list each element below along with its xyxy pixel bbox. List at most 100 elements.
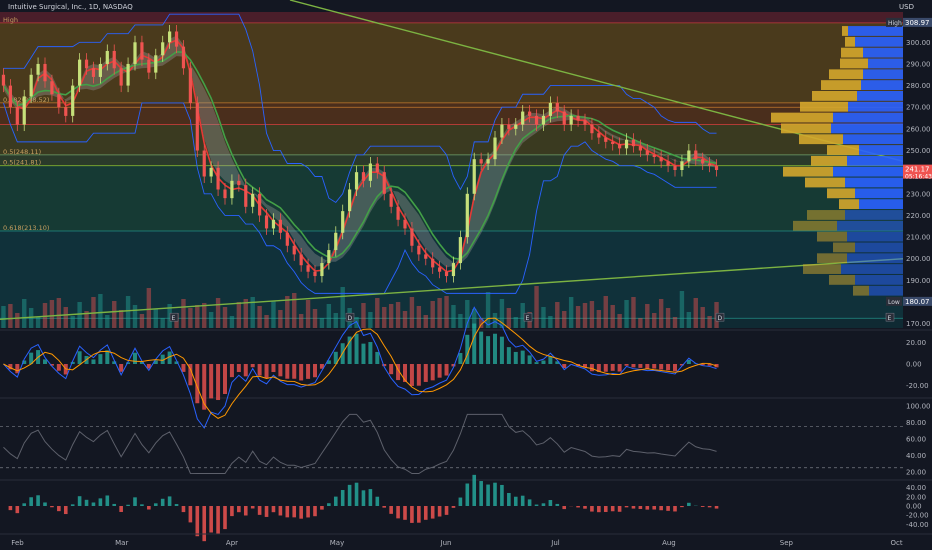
macd-histogram-bar: [22, 360, 27, 364]
candle-body: [611, 141, 615, 145]
macd-histogram-bar: [146, 364, 151, 369]
macd-histogram-bar: [645, 364, 650, 369]
event-marker: [345, 312, 355, 322]
macd-histogram-bar: [126, 362, 131, 364]
volume-bar: [132, 305, 138, 328]
oscillator-bar: [493, 482, 497, 506]
time-tick-label: Aug: [662, 539, 676, 547]
oscillator-bar: [645, 506, 650, 510]
oscillator-bar: [562, 506, 567, 510]
oscillator-bar: [541, 503, 546, 506]
macd-histogram-bar: [292, 364, 297, 379]
volume-profile-sell: [853, 285, 869, 296]
candle-body: [154, 55, 158, 73]
candle-body: [292, 245, 296, 255]
macd-histogram-bar: [610, 364, 615, 371]
oscillator-bar: [160, 498, 165, 506]
volume-profile-sell: [840, 58, 868, 69]
volume-bar: [298, 314, 304, 328]
oscillator-bar: [257, 506, 262, 515]
candle-body: [188, 68, 192, 103]
oscillator-bar: [223, 506, 227, 530]
candle-body: [306, 265, 310, 272]
candle-body: [472, 159, 476, 194]
volume-bar: [146, 288, 152, 328]
price-level-label: 0.618(213.10): [3, 224, 49, 232]
macd-histogram-bar: [91, 359, 96, 364]
candle-body: [597, 133, 601, 138]
candle-body: [500, 124, 504, 138]
event-marker: [523, 312, 533, 322]
macd-histogram-bar: [659, 364, 664, 370]
macd-histogram-bar: [77, 351, 82, 364]
candle-body: [230, 180, 234, 199]
volume-bar: [139, 314, 145, 328]
volume-bar: [402, 311, 408, 328]
event-marker: [715, 312, 725, 322]
candle-body: [334, 232, 338, 251]
macd-histogram-bar: [486, 336, 491, 364]
macd-histogram-bar: [583, 364, 587, 368]
price-label-box: [903, 164, 932, 179]
candle-body: [618, 144, 622, 149]
volume-profile-sell: [817, 231, 847, 242]
candle-body: [98, 63, 102, 77]
macd-histogram-bar: [133, 352, 137, 364]
oscillator-bar: [347, 484, 352, 506]
volume-profile-buy: [855, 274, 903, 285]
volume-bar: [638, 318, 643, 328]
volume-bar: [555, 302, 560, 328]
ma-cloud: [3, 35, 717, 268]
candle-body: [50, 81, 54, 95]
oscillator-bar: [8, 506, 13, 511]
price-label-countdown: 05:16:43: [905, 174, 932, 181]
oscillator-bar: [84, 499, 89, 506]
volume-bar: [451, 305, 456, 328]
macd-histogram-bar: [520, 350, 525, 364]
volume-profile-sell: [811, 155, 847, 166]
macd-histogram-bar: [548, 356, 553, 364]
volume-bar: [305, 300, 311, 328]
oscillator-bar: [147, 506, 151, 510]
pane-tick-label: 20.00: [906, 468, 926, 476]
volume-bar: [534, 286, 539, 328]
macd-line: [3, 306, 717, 429]
candle-body: [528, 111, 532, 116]
oscillator-bar: [597, 506, 601, 513]
oscillator-bar: [271, 506, 276, 513]
volume-bar: [361, 303, 366, 328]
volume-bar: [84, 311, 89, 328]
oscillator-bar: [167, 496, 172, 506]
candle-body: [604, 137, 608, 142]
volume-profile-buy: [833, 166, 903, 177]
volume-bar: [617, 314, 622, 328]
macd-histogram-bar: [119, 364, 124, 372]
volume-profile-sell: [827, 188, 855, 199]
volume-profile-buy: [845, 177, 903, 188]
volume-bar: [465, 300, 470, 328]
time-tick-label: Mar: [115, 539, 128, 547]
volume-profile-sell: [845, 36, 855, 47]
oscillator-bar: [534, 504, 539, 506]
oscillator-bar: [209, 506, 213, 533]
fib-band-2: [0, 102, 903, 125]
volume-profile-buy: [857, 91, 903, 101]
volume-bar: [236, 302, 242, 328]
volume-bar: [652, 313, 657, 328]
macd-histogram-bar: [105, 350, 110, 364]
time-tick-label: Feb: [11, 539, 24, 547]
macd-histogram-bar: [153, 360, 158, 364]
candle-body: [140, 42, 144, 60]
candle-body: [29, 74, 33, 97]
volume-bar: [520, 303, 525, 328]
volume-bar: [70, 316, 75, 328]
macd-histogram-bar: [243, 364, 248, 377]
oscillator-bar: [583, 506, 587, 509]
oscillator-bar: [174, 504, 179, 506]
oscillator-bar: [610, 506, 615, 512]
oscillator-bar: [389, 506, 393, 514]
volume-bar: [444, 296, 449, 328]
macd-histogram-bar: [700, 364, 705, 366]
macd-histogram-bar: [652, 364, 657, 369]
